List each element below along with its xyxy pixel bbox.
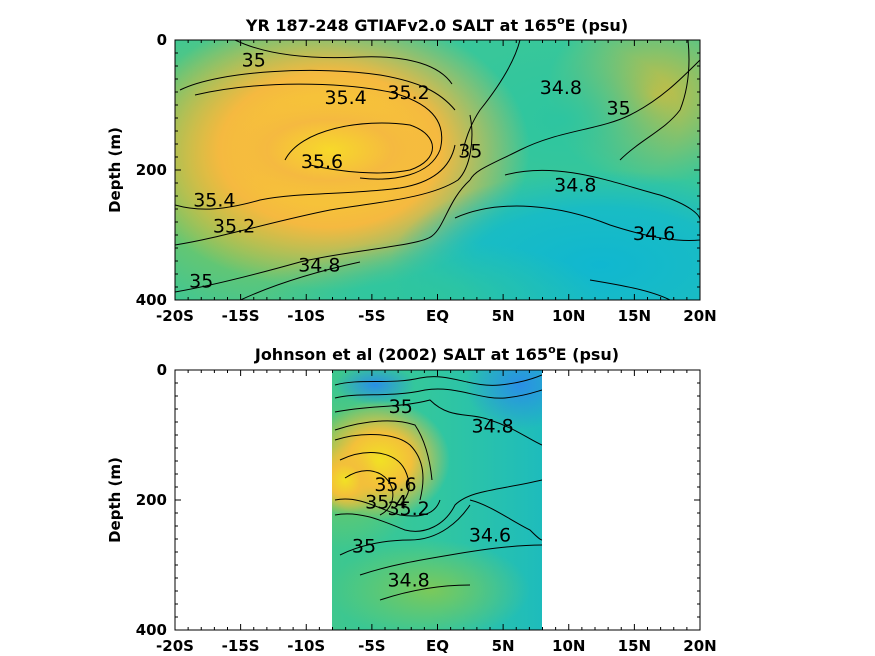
y-tick-labels-obs: 0 200 400 <box>136 361 167 639</box>
x-tick-labels-model: -20S -15S -10S -5S EQ 5N 10N 15N 20N <box>156 307 717 325</box>
salinity-field-obs <box>332 370 542 630</box>
contour-label: 34.8 <box>471 415 513 437</box>
x-tick-label: EQ <box>426 307 449 325</box>
contour-labels-obs: 35 34.8 35.635.435.2 34.6 35 34.8 <box>352 396 514 592</box>
contour-label: 34.8 <box>387 569 429 591</box>
contour-label: 34.8 <box>540 77 582 99</box>
chart-title-obs: Johnson et al (2002) SALT at 165oE (psu) <box>254 343 619 364</box>
contour-label: 35.2 <box>387 498 429 520</box>
x-tick-labels-obs: -20S -15S -10S -5S EQ 5N 10N 15N 20N <box>156 637 717 655</box>
x-tick-label: 10N <box>552 307 585 325</box>
panel-observations: 35 34.8 35.635.435.2 34.6 35 34.8 -20S -15S -10… <box>106 343 717 655</box>
x-tick-label: 20N <box>683 637 716 655</box>
y-tick-labels-model: 0 200 400 <box>136 31 167 309</box>
contour-label: 34.6 <box>633 223 675 245</box>
y-tick-label: 200 <box>136 491 167 509</box>
contour-label: 35.2 <box>387 82 429 104</box>
panel-model: 35 35.4 35.2 34.8 35 35.6 35 34.8 35.4 35.2 34.6 34… <box>106 14 717 325</box>
x-tick-label: 20N <box>683 307 716 325</box>
contour-label: 35 <box>242 50 266 72</box>
x-tick-label: -15S <box>222 307 260 325</box>
x-tick-label: 10N <box>552 637 585 655</box>
x-tick-label: 5N <box>492 307 515 325</box>
contour-label: 34.6 <box>469 524 511 546</box>
x-tick-label: -15S <box>222 637 260 655</box>
contour-label: 35.4 <box>193 189 235 211</box>
contour-label: 34.8 <box>298 254 340 276</box>
contour-label: 35.2 <box>213 215 255 237</box>
contour-label: 35 <box>458 141 482 163</box>
contour-label: 35 <box>389 396 413 418</box>
x-tick-label: -5S <box>358 637 385 655</box>
x-tick-label: -5S <box>358 307 385 325</box>
y-tick-label: 0 <box>157 361 167 379</box>
y-axis-label-obs: Depth (m) <box>106 457 124 543</box>
y-axis-label-model: Depth (m) <box>106 127 124 213</box>
x-tick-label: -20S <box>156 637 194 655</box>
contour-labels-model: 35 35.4 35.2 34.8 35 35.6 35 34.8 35.4 35.2 34.6 34… <box>189 50 675 293</box>
contour-label: 35.6 <box>301 151 343 173</box>
x-tick-label: EQ <box>426 637 449 655</box>
tick-marks-obs <box>174 369 701 631</box>
x-tick-label: 15N <box>618 637 651 655</box>
tick-marks-model <box>174 39 701 301</box>
contour-label: 35.4 <box>365 491 407 513</box>
contour-label: 35.6 <box>374 474 416 496</box>
y-tick-label: 400 <box>136 291 167 309</box>
x-tick-label: -10S <box>287 637 325 655</box>
x-tick-label: -10S <box>287 307 325 325</box>
x-tick-label: -20S <box>156 307 194 325</box>
y-tick-label: 200 <box>136 161 167 179</box>
salinity-field-model <box>175 40 700 300</box>
contour-label: 35 <box>607 98 631 120</box>
x-tick-label: 5N <box>492 637 515 655</box>
x-tick-label: 15N <box>618 307 651 325</box>
contour-label: 35 <box>352 536 376 558</box>
y-tick-label: 400 <box>136 621 167 639</box>
contour-label: 35.4 <box>324 87 366 109</box>
contour-label: 34.8 <box>554 174 596 196</box>
contour-label: 35 <box>189 271 213 293</box>
y-tick-label: 0 <box>157 31 167 49</box>
chart-title-model: YR 187-248 GTIAFv2.0 SALT at 165oE (psu) <box>245 14 628 35</box>
